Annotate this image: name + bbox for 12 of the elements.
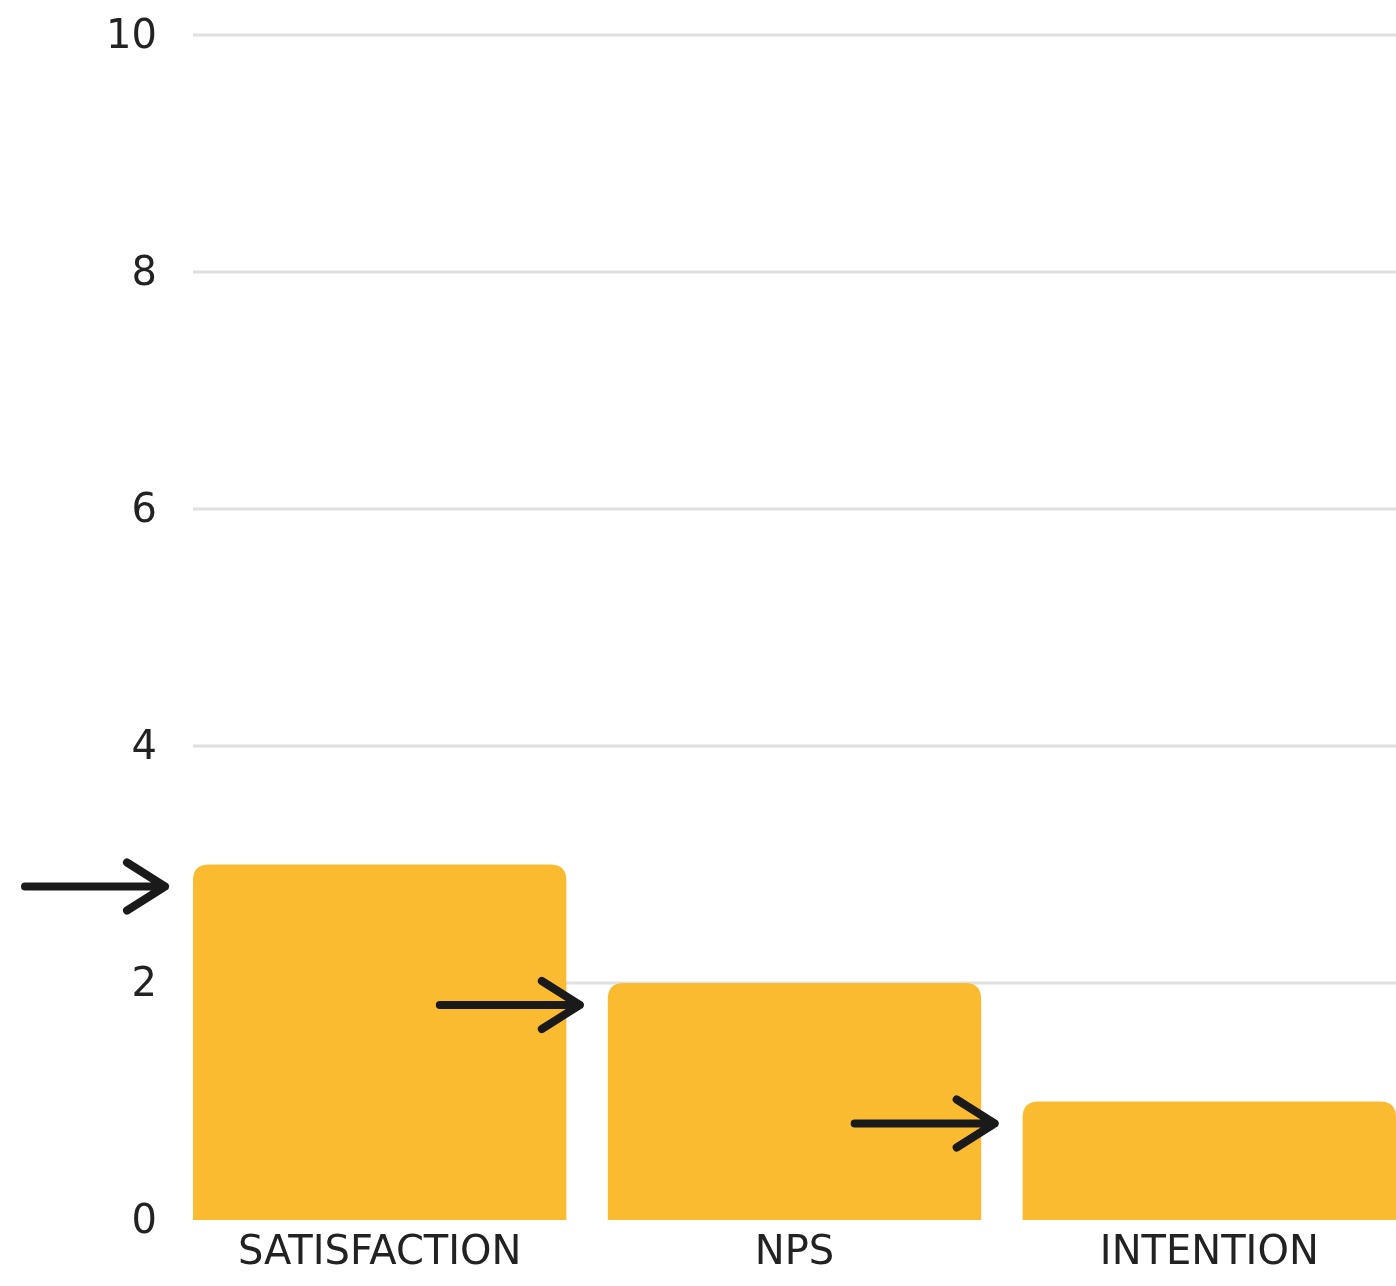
y-tick-label: 0 xyxy=(131,1196,157,1243)
x-tick-label: INTENTION xyxy=(1099,1227,1319,1274)
y-tick-label: 6 xyxy=(131,485,157,532)
y-tick-label: 2 xyxy=(131,959,157,1006)
y-tick-label: 4 xyxy=(131,722,157,769)
bar xyxy=(607,983,982,1220)
x-tick-label: SATISFACTION xyxy=(237,1227,522,1274)
y-tick-label: 8 xyxy=(131,248,157,295)
y-tick-label: 10 xyxy=(106,11,157,58)
bar xyxy=(193,864,567,1220)
bar xyxy=(1022,1101,1396,1220)
x-tick-label: NPS xyxy=(754,1227,835,1274)
